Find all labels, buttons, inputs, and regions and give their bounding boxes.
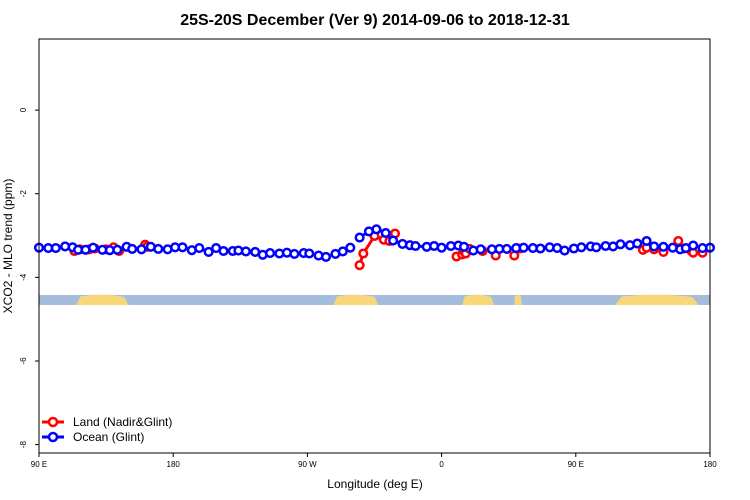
data-point [458, 241, 470, 252]
data-point [265, 248, 276, 259]
x-tick-label: 180 [703, 460, 717, 469]
land-mass [333, 294, 379, 305]
x-tick-label: 0 [439, 460, 444, 469]
data-point [535, 243, 546, 254]
land-mass [614, 294, 699, 305]
land-ocean-band [39, 294, 710, 305]
legend: Land (Nadir&Glint) Ocean (Glint) [42, 415, 172, 444]
data-point [358, 248, 369, 259]
data-point [337, 246, 348, 257]
data-point [380, 227, 391, 239]
data-point [354, 260, 365, 271]
data-point [112, 244, 123, 255]
x-axis: 90 E 180 90 W 0 90 E 180 [31, 453, 717, 469]
legend-land-marker [47, 416, 59, 428]
data-point [153, 243, 164, 254]
y-tick-label: 0 [19, 107, 28, 112]
data-point [354, 232, 365, 243]
data-point [289, 248, 300, 259]
y-tick-label: -6 [19, 357, 28, 365]
x-tick-label: 90 E [31, 460, 47, 469]
data-point [136, 244, 147, 255]
legend-land-label: Land (Nadir&Glint) [73, 415, 172, 429]
land-mass [462, 294, 494, 305]
data-point [501, 243, 512, 254]
x-axis-label: Longitude (deg E) [327, 477, 422, 491]
data-point [50, 243, 61, 254]
data-point [559, 245, 570, 256]
y-axis-label: XCO2 - MLO trend (ppm) [1, 179, 15, 314]
data-point [304, 248, 315, 259]
data-point [576, 242, 587, 253]
legend-ocean-marker [47, 431, 59, 443]
data-point [371, 224, 382, 235]
data-point [632, 238, 643, 249]
plot-frame [38, 38, 711, 454]
data-point [194, 243, 205, 254]
x-tick-label: 90 W [298, 460, 317, 469]
data-point [388, 235, 399, 246]
data-point [649, 241, 660, 252]
y-axis: 0 -2 -4 -6 -8 [19, 107, 39, 448]
chart-title: 25S-20S December (Ver 9) 2014-09-06 to 2… [180, 12, 570, 29]
x-tick-label: 180 [167, 460, 181, 469]
data-point [320, 251, 332, 262]
data-point [410, 240, 421, 252]
data-point [591, 242, 602, 253]
land-mass [514, 294, 522, 305]
land-mass [76, 294, 129, 305]
data-point [518, 242, 529, 253]
data-point [88, 242, 99, 253]
x-tick-label: 90 E [568, 460, 584, 469]
data-point [127, 243, 138, 254]
data-point [218, 245, 229, 257]
data-point [345, 242, 356, 253]
data-point [240, 246, 251, 257]
data-point [615, 239, 626, 250]
data-point [688, 240, 699, 251]
data-point [203, 246, 214, 257]
data-point [475, 244, 486, 255]
data-point [658, 241, 669, 252]
y-tick-label: -8 [19, 441, 28, 449]
legend-ocean-label: Ocean (Glint) [73, 430, 144, 444]
data-point [436, 242, 447, 253]
series-layer [33, 224, 716, 271]
y-tick-label: -4 [19, 273, 28, 281]
data-point [177, 242, 188, 253]
data-point [641, 235, 652, 247]
y-tick-label: -2 [19, 190, 28, 198]
series-ocean [33, 224, 716, 262]
